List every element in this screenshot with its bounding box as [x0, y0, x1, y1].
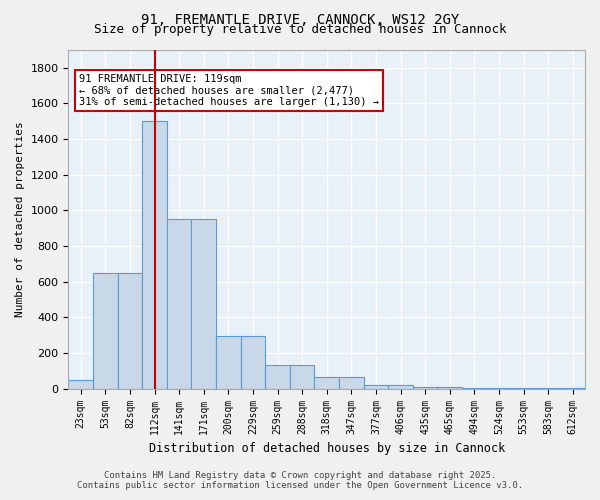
X-axis label: Distribution of detached houses by size in Cannock: Distribution of detached houses by size … [149, 442, 505, 455]
Bar [339, 377, 364, 388]
Bar [191, 220, 216, 388]
Bar [265, 364, 290, 388]
Bar [216, 336, 241, 388]
Text: Contains HM Land Registry data © Crown copyright and database right 2025.
Contai: Contains HM Land Registry data © Crown c… [77, 470, 523, 490]
Bar [364, 385, 388, 388]
Bar [167, 220, 191, 388]
Bar [290, 364, 314, 388]
Y-axis label: Number of detached properties: Number of detached properties [15, 122, 25, 317]
Bar [314, 377, 339, 388]
Text: 91 FREMANTLE DRIVE: 119sqm
← 68% of detached houses are smaller (2,477)
31% of s: 91 FREMANTLE DRIVE: 119sqm ← 68% of deta… [79, 74, 379, 107]
Bar [142, 122, 167, 388]
Bar [241, 336, 265, 388]
Text: Size of property relative to detached houses in Cannock: Size of property relative to detached ho… [94, 22, 506, 36]
Bar [118, 273, 142, 388]
Text: 91, FREMANTLE DRIVE, CANNOCK, WS12 2GY: 91, FREMANTLE DRIVE, CANNOCK, WS12 2GY [141, 12, 459, 26]
Bar [93, 273, 118, 388]
Bar [68, 380, 93, 388]
Bar [388, 385, 413, 388]
